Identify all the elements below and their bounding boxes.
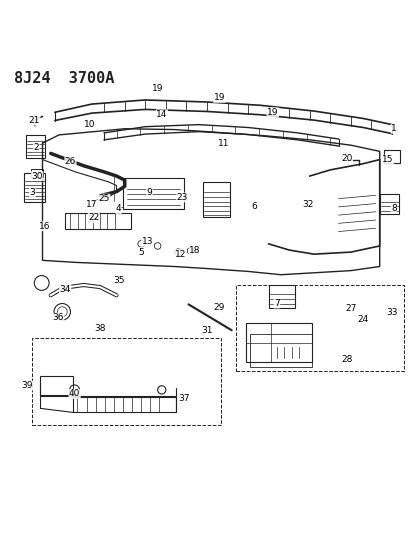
Text: 25: 25 bbox=[98, 194, 109, 203]
Bar bbox=[73, 397, 176, 413]
Text: 29: 29 bbox=[213, 303, 225, 312]
Bar bbox=[268, 285, 295, 308]
Text: 20: 20 bbox=[340, 154, 351, 163]
Text: 13: 13 bbox=[141, 237, 153, 246]
Text: 1: 1 bbox=[390, 124, 396, 133]
Text: 24: 24 bbox=[357, 316, 368, 325]
Text: 12: 12 bbox=[174, 249, 185, 259]
Bar bbox=[32, 338, 221, 425]
Text: 34: 34 bbox=[59, 285, 71, 294]
Bar bbox=[31, 168, 43, 177]
Text: 5: 5 bbox=[138, 248, 144, 256]
Text: 19: 19 bbox=[213, 93, 225, 102]
Text: 39: 39 bbox=[21, 381, 33, 390]
Bar bbox=[65, 213, 131, 230]
Bar bbox=[235, 285, 404, 372]
Text: 40: 40 bbox=[69, 390, 80, 399]
Text: 27: 27 bbox=[344, 304, 356, 313]
Text: 26: 26 bbox=[64, 157, 76, 166]
Text: 19: 19 bbox=[152, 84, 163, 93]
Bar bbox=[379, 194, 399, 214]
Text: 6: 6 bbox=[251, 203, 256, 212]
Text: 28: 28 bbox=[340, 354, 351, 364]
Text: 7: 7 bbox=[273, 299, 279, 308]
Bar bbox=[24, 173, 45, 201]
Text: 31: 31 bbox=[201, 326, 212, 335]
Bar bbox=[202, 182, 229, 217]
Text: 23: 23 bbox=[176, 193, 188, 202]
Text: 37: 37 bbox=[178, 394, 190, 403]
Text: 33: 33 bbox=[385, 308, 397, 317]
Bar bbox=[40, 376, 73, 395]
Bar bbox=[122, 178, 184, 209]
Text: 9: 9 bbox=[146, 188, 152, 197]
Text: 3: 3 bbox=[29, 188, 35, 197]
Text: 16: 16 bbox=[39, 222, 50, 231]
Text: 8: 8 bbox=[390, 205, 396, 213]
Text: 30: 30 bbox=[31, 172, 43, 181]
Text: 36: 36 bbox=[52, 313, 64, 322]
Text: 15: 15 bbox=[381, 155, 393, 164]
Text: 2: 2 bbox=[33, 143, 39, 152]
Text: 17: 17 bbox=[86, 200, 97, 209]
Bar bbox=[245, 323, 311, 362]
Text: 19: 19 bbox=[266, 108, 278, 117]
Text: 11: 11 bbox=[217, 139, 229, 148]
Bar bbox=[383, 150, 399, 163]
Bar bbox=[26, 135, 45, 158]
Text: 35: 35 bbox=[113, 277, 124, 285]
Text: 10: 10 bbox=[84, 120, 95, 129]
Text: 2: 2 bbox=[87, 215, 93, 224]
Text: 22: 22 bbox=[88, 214, 99, 222]
Text: 8J24  3700A: 8J24 3700A bbox=[14, 71, 114, 86]
Text: 18: 18 bbox=[188, 246, 200, 255]
Bar bbox=[249, 334, 311, 367]
Text: 38: 38 bbox=[94, 324, 106, 333]
Text: 32: 32 bbox=[301, 200, 313, 209]
Text: 14: 14 bbox=[156, 110, 167, 119]
Text: 4: 4 bbox=[116, 205, 121, 213]
Text: 21: 21 bbox=[28, 116, 40, 125]
